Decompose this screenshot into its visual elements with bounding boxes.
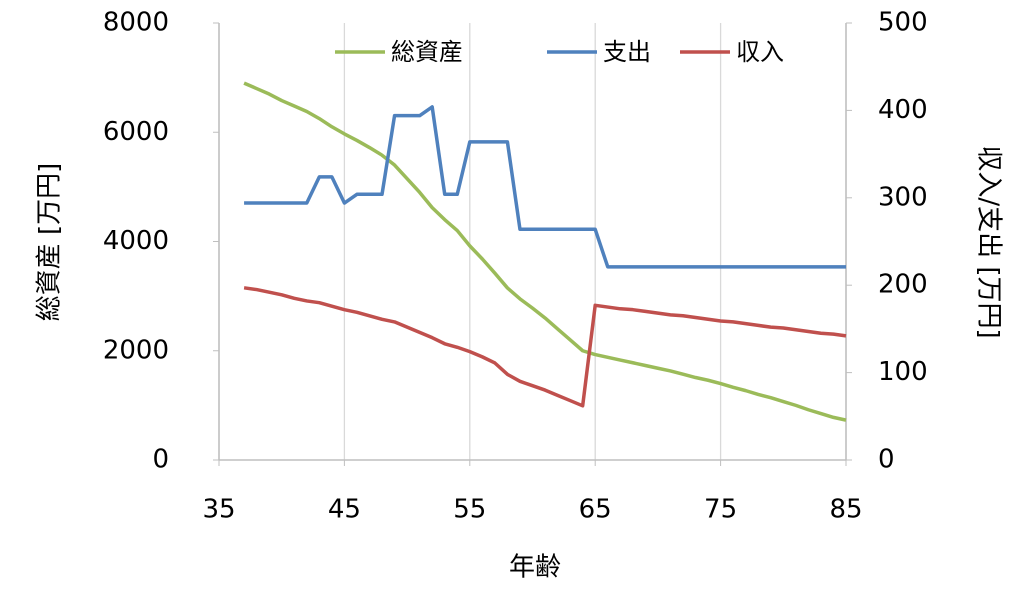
x-tick-label: 75: [704, 495, 737, 525]
y-tick-label: 4000: [103, 226, 169, 256]
y-tick-label: 8000: [103, 8, 169, 38]
y-tick-label: 0: [152, 445, 169, 475]
x-tick-label: 45: [328, 495, 361, 525]
legend-label: 総資産: [391, 38, 463, 66]
x-tick-label: 35: [202, 495, 235, 525]
y2-tick-label: 500: [878, 8, 928, 38]
y-axis-title: 総資産 [万円]: [35, 163, 65, 322]
y2-tick-label: 200: [878, 270, 928, 300]
legend-label: 収入: [736, 38, 784, 66]
x-tick-label: 85: [829, 495, 862, 525]
data-line: [243, 81, 847, 422]
y2-tick-label: 400: [878, 95, 928, 125]
x-tick-label: 55: [453, 495, 486, 525]
y2-tick-label: 100: [878, 357, 928, 387]
y-tick-label: 6000: [103, 117, 169, 147]
y2-axis-title: 収入/支出 [万円]: [974, 145, 1004, 338]
x-axis-title: 年齢: [509, 553, 561, 583]
data-line: [244, 105, 846, 269]
y2-tick-label: 300: [878, 182, 928, 212]
data-line: [243, 286, 847, 408]
y-tick-label: 2000: [103, 335, 169, 365]
legend-label: 支出: [603, 38, 651, 66]
y2-tick-label: 0: [878, 445, 895, 475]
x-tick-label: 65: [579, 495, 612, 525]
